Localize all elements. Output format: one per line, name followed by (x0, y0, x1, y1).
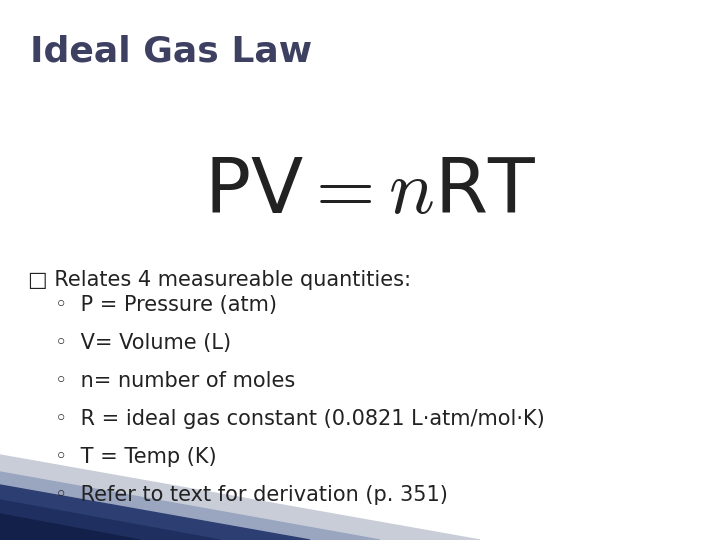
Polygon shape (0, 472, 380, 540)
Text: ◦  P = Pressure (atm): ◦ P = Pressure (atm) (55, 295, 277, 315)
Polygon shape (0, 455, 480, 540)
Text: Ideal Gas Law: Ideal Gas Law (30, 35, 312, 69)
Text: $\mathregular{PV} = n\mathregular{RT}$: $\mathregular{PV} = n\mathregular{RT}$ (204, 155, 536, 229)
Polygon shape (0, 514, 140, 540)
Text: ◦  T = Temp (K): ◦ T = Temp (K) (55, 447, 217, 467)
Polygon shape (0, 485, 310, 540)
Text: □ Relates 4 measureable quantities:: □ Relates 4 measureable quantities: (28, 270, 411, 290)
Text: ◦  Refer to text for derivation (p. 351): ◦ Refer to text for derivation (p. 351) (55, 485, 448, 505)
Text: ◦  V= Volume (L): ◦ V= Volume (L) (55, 333, 231, 353)
Text: ◦  R = ideal gas constant (0.0821 L·atm/mol·K): ◦ R = ideal gas constant (0.0821 L·atm/m… (55, 409, 545, 429)
Text: ◦  n= number of moles: ◦ n= number of moles (55, 371, 295, 391)
Polygon shape (0, 500, 220, 540)
